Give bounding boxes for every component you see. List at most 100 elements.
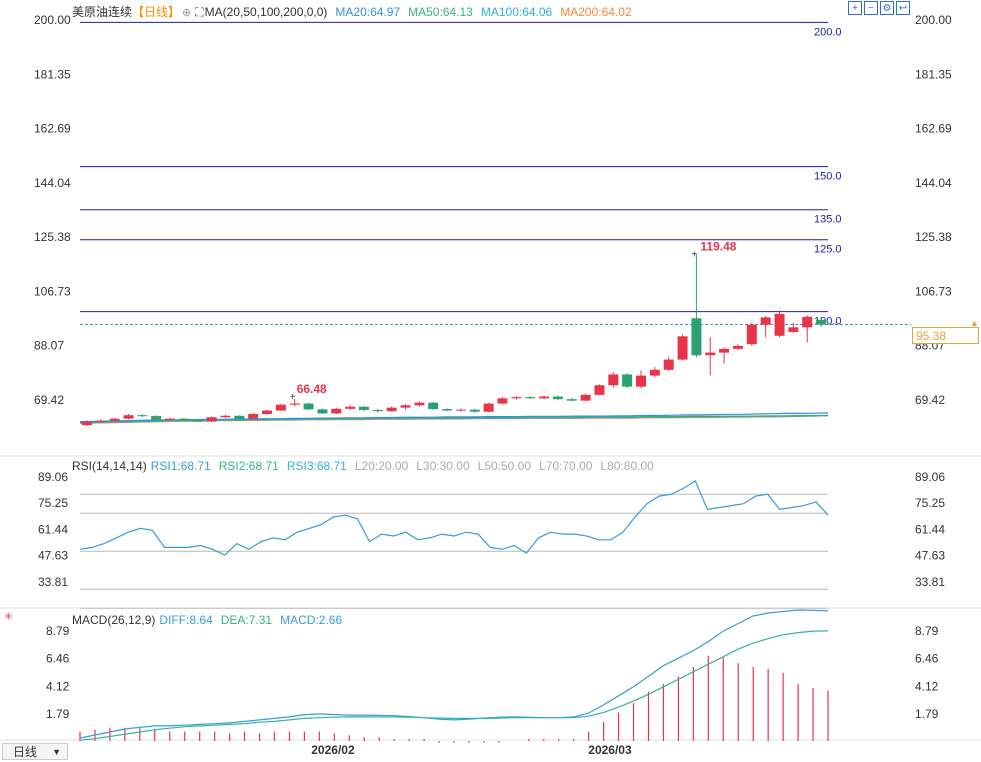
y-tick-label-left: 69.42 bbox=[34, 393, 64, 407]
diff-line bbox=[79, 609, 829, 739]
l50-value: L50:50.00 bbox=[477, 459, 532, 473]
y-tick-label-right: 106.73 bbox=[915, 284, 952, 298]
y-tick-label-left: 162.69 bbox=[34, 122, 71, 136]
l30-value: L30:30.00 bbox=[416, 459, 470, 473]
settings-icon[interactable]: ⚙ bbox=[880, 1, 894, 15]
candle bbox=[192, 420, 203, 422]
level-line-label: 200.0 bbox=[814, 26, 842, 38]
candle bbox=[331, 408, 342, 414]
rsi-tick-label-right: 47.63 bbox=[915, 549, 945, 563]
candle bbox=[220, 415, 231, 418]
candle bbox=[525, 397, 536, 399]
candle bbox=[483, 403, 494, 412]
candle bbox=[109, 418, 120, 421]
candle bbox=[137, 415, 148, 417]
candle bbox=[552, 396, 563, 400]
y-tick-label-right: 69.42 bbox=[915, 393, 945, 407]
candle bbox=[802, 316, 813, 328]
y-tick-label-right: 125.38 bbox=[915, 230, 952, 244]
rsi-tick-label-left: 61.44 bbox=[38, 522, 68, 536]
macd-tick-label-right: 4.12 bbox=[915, 679, 939, 693]
candle bbox=[165, 418, 176, 420]
rsi-tick-label-right: 75.25 bbox=[915, 496, 945, 510]
level-line-label: 135.0 bbox=[814, 214, 842, 226]
candle bbox=[732, 345, 743, 349]
y-tick-label-right: 181.35 bbox=[915, 67, 952, 81]
candle bbox=[275, 404, 286, 411]
candle bbox=[317, 409, 328, 414]
candle bbox=[816, 319, 827, 325]
period-selector[interactable]: 日线 ▼ bbox=[2, 743, 68, 760]
rsi-line bbox=[79, 480, 829, 556]
x-tick-label: 2026/02 bbox=[311, 743, 355, 757]
rsi3-value: RSI3:68.71 bbox=[286, 459, 347, 473]
candle bbox=[123, 415, 134, 419]
period-badge[interactable]: 【日线】 bbox=[132, 5, 181, 19]
ma-label: MA(20,50,100,200,0,0) bbox=[204, 5, 328, 19]
low-marker: + bbox=[290, 392, 296, 403]
macd-settings-icon[interactable]: ✳ bbox=[4, 611, 14, 623]
rsi-header: RSI(14,14,14) RSI1:68.71 RSI2:68.71 RSI3:68… bbox=[72, 459, 662, 473]
zoom-out-icon[interactable]: − bbox=[864, 1, 878, 15]
main-header: 美原油连续【日线】 ⊕ ⛶MA(20,50,100,200,0,0) MA20:64.… bbox=[72, 3, 640, 20]
y-tick-label-left: 200.00 bbox=[34, 13, 71, 27]
candle bbox=[95, 420, 106, 422]
high-marker: + bbox=[691, 249, 697, 260]
rsi-label: RSI(14,14,14) bbox=[72, 459, 147, 473]
y-tick-label-left: 144.04 bbox=[34, 176, 71, 190]
level-line-label: 125.0 bbox=[814, 244, 842, 256]
l80-value: L80:80.00 bbox=[600, 459, 654, 473]
candle bbox=[345, 406, 356, 409]
candle bbox=[289, 403, 300, 405]
add-compare-icon[interactable]: ⊕ bbox=[182, 7, 192, 19]
macd-label: MACD(26,12,9) bbox=[72, 613, 156, 627]
rsi-tick-label-left: 89.06 bbox=[38, 470, 68, 484]
ma-settings-icon[interactable]: ⛶ bbox=[195, 5, 204, 19]
candle bbox=[663, 359, 674, 370]
rsi-tick-label-right: 89.06 bbox=[915, 470, 945, 484]
ma50-value: MA50:64.13 bbox=[408, 5, 473, 19]
ma20-value: MA20:64.97 bbox=[335, 5, 401, 19]
candle bbox=[649, 369, 660, 376]
ma20-line bbox=[79, 412, 829, 423]
dea-value: DEA:7.31 bbox=[220, 613, 273, 627]
candle bbox=[677, 336, 688, 360]
y-tick-label-left: 181.35 bbox=[34, 67, 71, 81]
candle bbox=[580, 394, 591, 401]
ma200-value: MA200:64.02 bbox=[560, 5, 632, 19]
candle bbox=[234, 415, 245, 419]
y-tick-label-right: 200.00 bbox=[915, 13, 952, 27]
candle bbox=[81, 421, 92, 426]
y-tick-label-left: 125.38 bbox=[34, 230, 71, 244]
candle bbox=[497, 398, 508, 404]
rsi-tick-label-right: 33.81 bbox=[915, 575, 945, 589]
candle bbox=[400, 405, 411, 408]
rsi-tick-label-left: 33.81 bbox=[38, 575, 68, 589]
diff-value: DIFF:8.64 bbox=[159, 613, 213, 627]
rsi-tick-label-right: 61.44 bbox=[915, 522, 945, 536]
candle bbox=[539, 396, 550, 399]
candle bbox=[511, 397, 522, 399]
candle bbox=[719, 348, 730, 353]
candle bbox=[428, 402, 439, 410]
macd-header: MACD(26,12,9) DIFF:8.64 DEA:7.31 MACD:2.66 bbox=[72, 613, 350, 627]
candle bbox=[386, 407, 397, 412]
candle bbox=[151, 416, 162, 420]
rsi2-value: RSI2:68.71 bbox=[218, 459, 279, 473]
level-line-label: 150.0 bbox=[814, 171, 842, 183]
zoom-in-icon[interactable]: + bbox=[848, 1, 862, 15]
low-price-label: 66.48 bbox=[297, 382, 327, 396]
candle bbox=[788, 327, 799, 332]
macd-tick-label-right: 1.79 bbox=[915, 707, 939, 721]
candle bbox=[414, 402, 425, 406]
chart-toolbar: + − ⚙ ↩ bbox=[848, 1, 910, 15]
y-tick-label-left: 88.07 bbox=[34, 339, 64, 353]
candle bbox=[636, 375, 646, 387]
candle bbox=[455, 409, 466, 411]
current-price-tag: 95.38 bbox=[912, 327, 979, 344]
candle bbox=[469, 409, 480, 412]
candle bbox=[705, 352, 716, 356]
back-icon[interactable]: ↩ bbox=[896, 1, 910, 15]
candle bbox=[358, 406, 369, 410]
